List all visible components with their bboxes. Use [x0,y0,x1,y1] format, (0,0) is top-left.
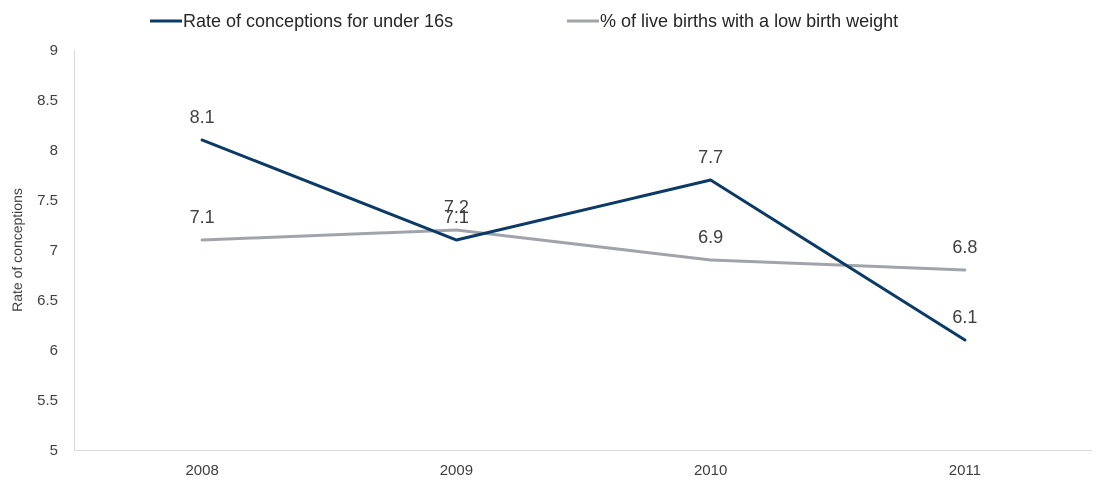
series-lines [200,138,967,342]
x-tick-label: 2011 [949,462,981,479]
data-labels: 8.17.17.76.17.1 7.26.9 6.8 [190,107,978,327]
data-label-series-2: 7.2 [444,197,469,217]
y-tick-label: 6.5 [37,292,58,309]
legend-label-series-1: Rate of conceptions for under 16s [183,11,453,31]
legend-item-series-1: Rate of conceptions for under 16s [150,11,453,31]
y-tick-label: 5 [50,442,58,459]
x-tick-label: 2009 [440,462,473,479]
data-label-series-1: 6.1 [952,307,977,327]
data-label-series-1: 8.1 [190,107,215,127]
y-tick-label: 6 [50,342,58,359]
y-axis-label: Rate of conceptions [9,188,25,312]
x-tick-label: 2010 [694,462,727,479]
data-label-series-1: 7.1 [444,207,469,227]
legend-label-series-2: % of live births with a low birth weight [600,11,898,31]
y-tick-label: 7 [50,242,58,259]
data-label-series-2: 7.1 [190,207,215,227]
y-axis-ticks: 5 5.5 6 6.5 7 7.5 8 8.5 9 [37,42,58,459]
data-label-series-2: 6.9 [698,227,723,247]
y-tick-label: 7.5 [37,192,58,209]
series-line-2 [200,228,967,272]
x-tick-label: 2008 [185,462,218,479]
legend: Rate of conceptions for under 16s % of l… [150,11,898,31]
y-tick-label: 9 [50,42,58,59]
data-label-series-1: 7.7 [698,147,723,167]
series-line-1 [200,138,967,342]
data-label-series-2: 6.8 [952,237,977,257]
y-tick-label: 5.5 [37,392,58,409]
legend-item-series-2: % of live births with a low birth weight [567,11,898,31]
x-axis-ticks: 2008 2009 2010 2011 [185,462,981,479]
y-tick-label: 8 [50,142,58,159]
y-tick-label: 8.5 [37,92,58,109]
